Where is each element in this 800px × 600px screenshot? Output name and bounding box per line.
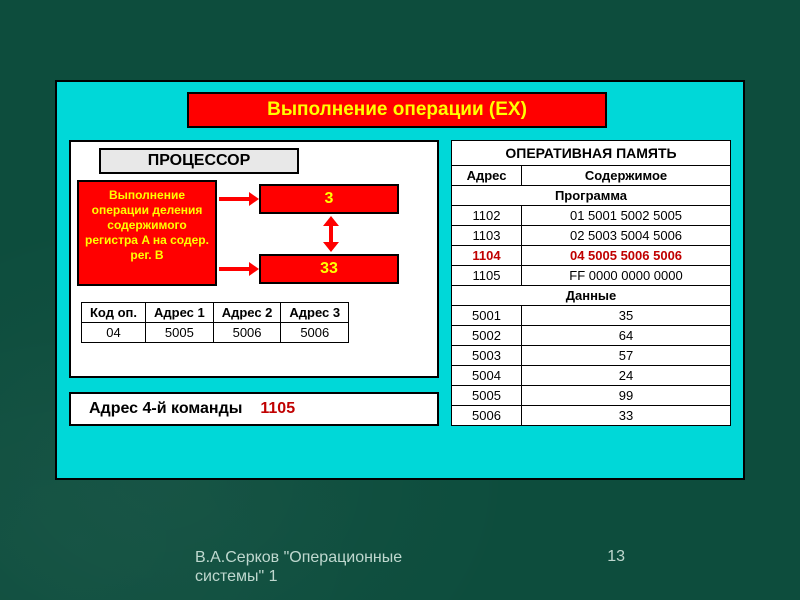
footer-page-number: 13 [607, 548, 625, 586]
memory-cell-addr: 1102 [452, 206, 522, 226]
register-a-box: 3 [259, 184, 399, 214]
memory-cell-content: 02 5003 5004 5006 [522, 226, 731, 246]
opcode-table: Код оп. Адрес 1 Адрес 2 Адрес 3 04 5005 … [81, 302, 349, 343]
memory-section-program: Программа [452, 186, 731, 206]
arrow-to-reg-a [219, 197, 251, 201]
cell-addr2: 5006 [213, 323, 281, 343]
processor-header: ПРОЦЕССОР [99, 148, 299, 174]
slide-footer: В.А.Серков "Операционные системы" 1 13 [195, 548, 625, 586]
memory-cell-addr: 5004 [452, 366, 522, 386]
col-opcode: Код оп. [82, 303, 146, 323]
memory-col-addr: Адрес [452, 166, 522, 186]
register-b-box: 33 [259, 254, 399, 284]
memory-row: 500135 [452, 306, 731, 326]
memory-row: 500633 [452, 406, 731, 426]
cell-addr1: 5005 [145, 323, 213, 343]
processor-panel: ПРОЦЕССОР Выполнение операции деления со… [69, 140, 439, 378]
diagram-title: Выполнение операции (EX) [187, 92, 607, 128]
memory-row: 1105FF 0000 0000 0000 [452, 266, 731, 286]
memory-cell-content: 24 [522, 366, 731, 386]
footer-author: В.А.Серков "Операционные системы" 1 [195, 548, 455, 586]
memory-cell-content: 04 5005 5006 5006 [522, 246, 731, 266]
memory-cell-addr: 5003 [452, 346, 522, 366]
memory-cell-content: 57 [522, 346, 731, 366]
memory-row: 500264 [452, 326, 731, 346]
memory-cell-addr: 1104 [452, 246, 522, 266]
memory-row: 110201 5001 5002 5005 [452, 206, 731, 226]
memory-cell-content: 64 [522, 326, 731, 346]
col-addr3: Адрес 3 [281, 303, 349, 323]
memory-cell-content: 01 5001 5002 5005 [522, 206, 731, 226]
cell-opcode: 04 [82, 323, 146, 343]
col-addr1: Адрес 1 [145, 303, 213, 323]
memory-row: 500599 [452, 386, 731, 406]
memory-cell-content: 33 [522, 406, 731, 426]
next-command-address: Адрес 4-й команды 1105 [69, 392, 439, 426]
memory-table: ОПЕРАТИВНАЯ ПАМЯТЬ Адрес Содержимое Прог… [451, 140, 731, 426]
arrow-to-reg-b [219, 267, 251, 271]
memory-cell-addr: 5002 [452, 326, 522, 346]
memory-cell-addr: 1103 [452, 226, 522, 246]
double-arrow-icon [325, 218, 337, 250]
memory-cell-content: 35 [522, 306, 731, 326]
memory-row: 110302 5003 5004 5006 [452, 226, 731, 246]
memory-row: 500357 [452, 346, 731, 366]
cell-addr3: 5006 [281, 323, 349, 343]
memory-row: 110404 5005 5006 5006 [452, 246, 731, 266]
memory-cell-addr: 5005 [452, 386, 522, 406]
memory-col-content: Содержимое [522, 166, 731, 186]
addr4-value: 1105 [260, 400, 295, 418]
addr4-label: Адрес 4-й команды [89, 400, 242, 418]
memory-section-data: Данные [452, 286, 731, 306]
memory-cell-addr: 5001 [452, 306, 522, 326]
col-addr2: Адрес 2 [213, 303, 281, 323]
memory-cell-addr: 5006 [452, 406, 522, 426]
memory-row: 500424 [452, 366, 731, 386]
memory-title: ОПЕРАТИВНАЯ ПАМЯТЬ [452, 141, 731, 166]
main-diagram-panel: Выполнение операции (EX) ПРОЦЕССОР Выпол… [55, 80, 745, 480]
memory-cell-content: 99 [522, 386, 731, 406]
operation-description: Выполнение операции деления содержимого … [77, 180, 217, 286]
memory-cell-addr: 1105 [452, 266, 522, 286]
memory-cell-content: FF 0000 0000 0000 [522, 266, 731, 286]
